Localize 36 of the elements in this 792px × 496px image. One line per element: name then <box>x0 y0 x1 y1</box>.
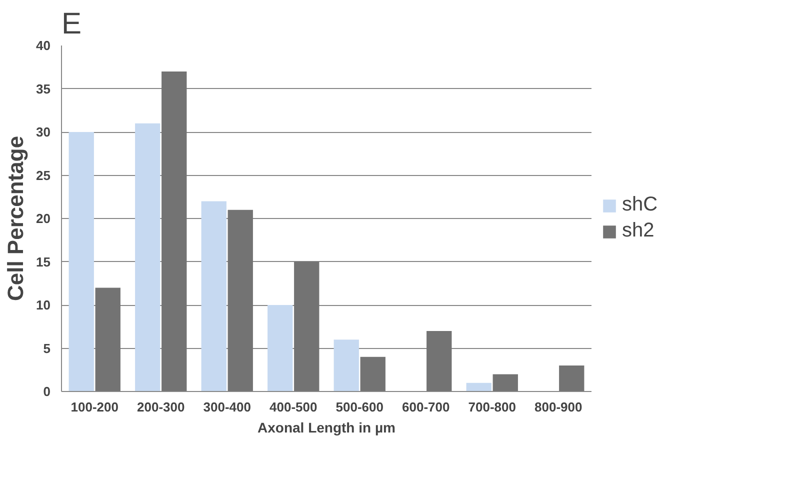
bar <box>162 71 187 392</box>
bar <box>294 262 320 392</box>
y-tick-label: 15 <box>36 254 51 270</box>
x-tick-label: 500-600 <box>336 400 384 414</box>
bar <box>228 210 253 392</box>
bar <box>492 374 518 392</box>
legend-label: sh2 <box>622 220 654 242</box>
bar <box>466 382 492 392</box>
bar <box>268 305 293 392</box>
y-tick-label: 35 <box>36 81 51 96</box>
y-tick-label: 40 <box>36 38 51 53</box>
x-tick-label: 800-900 <box>534 400 582 414</box>
x-tick-label: 700-800 <box>468 400 516 414</box>
y-axis-title: Cell Percentage <box>3 136 28 302</box>
x-tick-label: 200-300 <box>137 400 185 414</box>
y-tick-label: 10 <box>36 298 51 312</box>
x-tick-label: 400-500 <box>270 400 318 414</box>
y-tick-label: 25 <box>36 168 51 183</box>
bar <box>559 366 584 392</box>
x-tick-label: 600-700 <box>402 400 450 414</box>
bar <box>360 356 386 392</box>
text: E <box>62 8 82 40</box>
y-tick-label: 20 <box>36 211 51 226</box>
x-tick-label: 300-400 <box>203 400 251 414</box>
bar <box>334 340 359 392</box>
bar <box>95 288 120 392</box>
bar <box>426 330 452 392</box>
bar <box>135 123 160 392</box>
x-axis-title: Axonal Length in µm <box>258 420 396 436</box>
x-tick-label: 100-200 <box>70 400 118 414</box>
y-tick-label: 30 <box>36 124 51 140</box>
bar <box>201 201 226 392</box>
y-tick-label: 0 <box>43 384 51 399</box>
legend-label: shC <box>622 194 658 216</box>
bar <box>68 132 94 392</box>
y-tick-label: 5 <box>43 340 51 356</box>
